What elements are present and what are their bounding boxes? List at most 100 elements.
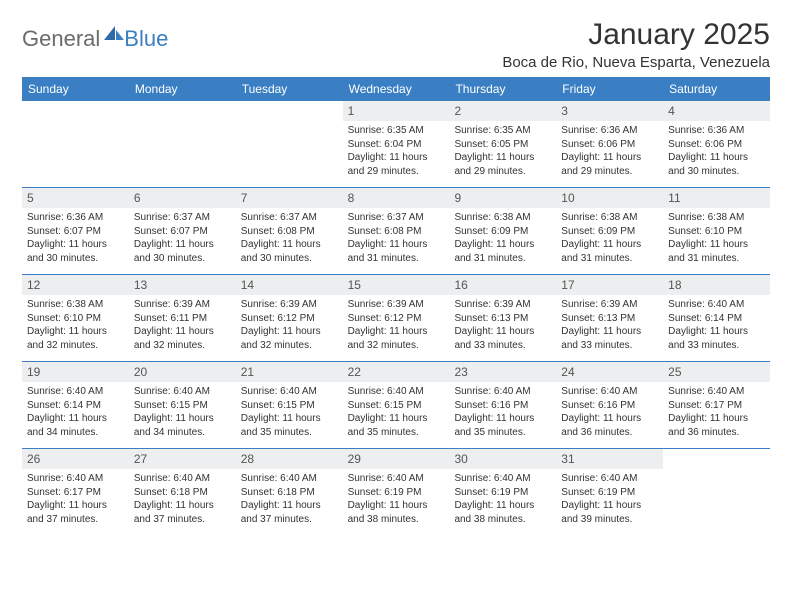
sunset-text: Sunset: 6:17 PM: [668, 399, 765, 413]
sunset-text: Sunset: 6:18 PM: [241, 486, 338, 500]
weekday-header: Thursday: [449, 77, 556, 101]
sunrise-text: Sunrise: 6:39 AM: [454, 298, 551, 312]
day-number: 1: [343, 101, 450, 121]
day-details: Sunrise: 6:39 AMSunset: 6:12 PMDaylight:…: [343, 297, 450, 356]
day-cell: 29Sunrise: 6:40 AMSunset: 6:19 PMDayligh…: [343, 449, 450, 535]
daylight-text: and 29 minutes.: [348, 165, 445, 179]
sunset-text: Sunset: 6:14 PM: [27, 399, 124, 413]
sunset-text: Sunset: 6:15 PM: [134, 399, 231, 413]
daylight-text: Daylight: 11 hours: [134, 412, 231, 426]
weekday-header: Sunday: [22, 77, 129, 101]
day-cell: 2Sunrise: 6:35 AMSunset: 6:05 PMDaylight…: [449, 101, 556, 187]
day-cell: 12Sunrise: 6:38 AMSunset: 6:10 PMDayligh…: [22, 275, 129, 361]
daylight-text: and 29 minutes.: [454, 165, 551, 179]
daylight-text: and 37 minutes.: [241, 513, 338, 527]
daylight-text: and 31 minutes.: [668, 252, 765, 266]
day-details: Sunrise: 6:40 AMSunset: 6:15 PMDaylight:…: [236, 384, 343, 443]
day-details: Sunrise: 6:40 AMSunset: 6:16 PMDaylight:…: [556, 384, 663, 443]
daylight-text: Daylight: 11 hours: [241, 412, 338, 426]
sunrise-text: Sunrise: 6:40 AM: [134, 472, 231, 486]
day-details: Sunrise: 6:40 AMSunset: 6:14 PMDaylight:…: [22, 384, 129, 443]
weekday-header: Tuesday: [236, 77, 343, 101]
day-details: Sunrise: 6:39 AMSunset: 6:12 PMDaylight:…: [236, 297, 343, 356]
calendar-grid: SundayMondayTuesdayWednesdayThursdayFrid…: [22, 77, 770, 535]
sunset-text: Sunset: 6:08 PM: [241, 225, 338, 239]
sunset-text: Sunset: 6:09 PM: [561, 225, 658, 239]
day-details: Sunrise: 6:39 AMSunset: 6:13 PMDaylight:…: [449, 297, 556, 356]
day-cell: 9Sunrise: 6:38 AMSunset: 6:09 PMDaylight…: [449, 188, 556, 274]
daylight-text: Daylight: 11 hours: [348, 151, 445, 165]
daylight-text: Daylight: 11 hours: [561, 151, 658, 165]
daylight-text: and 32 minutes.: [134, 339, 231, 353]
daylight-text: Daylight: 11 hours: [27, 499, 124, 513]
week-row: 26Sunrise: 6:40 AMSunset: 6:17 PMDayligh…: [22, 448, 770, 535]
daylight-text: Daylight: 11 hours: [241, 325, 338, 339]
day-details: Sunrise: 6:38 AMSunset: 6:10 PMDaylight:…: [22, 297, 129, 356]
day-number: 13: [129, 275, 236, 295]
day-cell: 23Sunrise: 6:40 AMSunset: 6:16 PMDayligh…: [449, 362, 556, 448]
sunrise-text: Sunrise: 6:40 AM: [561, 472, 658, 486]
sunrise-text: Sunrise: 6:36 AM: [668, 124, 765, 138]
daylight-text: and 37 minutes.: [134, 513, 231, 527]
sunset-text: Sunset: 6:06 PM: [668, 138, 765, 152]
daylight-text: and 30 minutes.: [241, 252, 338, 266]
daylight-text: Daylight: 11 hours: [668, 412, 765, 426]
daylight-text: and 39 minutes.: [561, 513, 658, 527]
sunrise-text: Sunrise: 6:38 AM: [454, 211, 551, 225]
day-details: Sunrise: 6:40 AMSunset: 6:18 PMDaylight:…: [236, 471, 343, 530]
day-cell: 31Sunrise: 6:40 AMSunset: 6:19 PMDayligh…: [556, 449, 663, 535]
sunset-text: Sunset: 6:12 PM: [241, 312, 338, 326]
day-cell: 10Sunrise: 6:38 AMSunset: 6:09 PMDayligh…: [556, 188, 663, 274]
daylight-text: and 31 minutes.: [561, 252, 658, 266]
day-number: 10: [556, 188, 663, 208]
daylight-text: Daylight: 11 hours: [241, 238, 338, 252]
day-details: Sunrise: 6:35 AMSunset: 6:04 PMDaylight:…: [343, 123, 450, 182]
weeks-container: 1Sunrise: 6:35 AMSunset: 6:04 PMDaylight…: [22, 101, 770, 535]
day-number: 19: [22, 362, 129, 382]
daylight-text: and 38 minutes.: [454, 513, 551, 527]
week-row: 19Sunrise: 6:40 AMSunset: 6:14 PMDayligh…: [22, 361, 770, 448]
day-cell: 3 Sunrise: 6:36 AMSunset: 6:06 PMDaylight…: [556, 101, 663, 187]
daylight-text: and 37 minutes.: [27, 513, 124, 527]
sunset-text: Sunset: 6:07 PM: [27, 225, 124, 239]
day-cell: 16Sunrise: 6:39 AMSunset: 6:13 PMDayligh…: [449, 275, 556, 361]
weekday-header-row: SundayMondayTuesdayWednesdayThursdayFrid…: [22, 77, 770, 101]
day-details: Sunrise: 6:40 AMSunset: 6:18 PMDaylight:…: [129, 471, 236, 530]
sunrise-text: Sunrise: 6:39 AM: [241, 298, 338, 312]
sunrise-text: Sunrise: 6:40 AM: [241, 385, 338, 399]
brand-logo: General Blue: [22, 18, 168, 53]
sunset-text: Sunset: 6:12 PM: [348, 312, 445, 326]
day-number: 12: [22, 275, 129, 295]
daylight-text: and 35 minutes.: [454, 426, 551, 440]
daylight-text: Daylight: 11 hours: [134, 238, 231, 252]
day-number: 4: [663, 101, 770, 121]
sunset-text: Sunset: 6:19 PM: [454, 486, 551, 500]
daylight-text: and 35 minutes.: [348, 426, 445, 440]
daylight-text: Daylight: 11 hours: [348, 499, 445, 513]
daylight-text: and 32 minutes.: [348, 339, 445, 353]
daylight-text: Daylight: 11 hours: [561, 499, 658, 513]
daylight-text: Daylight: 11 hours: [134, 325, 231, 339]
sunrise-text: Sunrise: 6:40 AM: [454, 472, 551, 486]
daylight-text: and 32 minutes.: [241, 339, 338, 353]
sunset-text: Sunset: 6:13 PM: [561, 312, 658, 326]
sunrise-text: Sunrise: 6:40 AM: [454, 385, 551, 399]
daylight-text: Daylight: 11 hours: [561, 412, 658, 426]
day-details: Sunrise: 6:38 AMSunset: 6:09 PMDaylight:…: [556, 210, 663, 269]
sunrise-text: Sunrise: 6:38 AM: [668, 211, 765, 225]
day-number: 17: [556, 275, 663, 295]
sunrise-text: Sunrise: 6:36 AM: [561, 124, 658, 138]
week-row: 12Sunrise: 6:38 AMSunset: 6:10 PMDayligh…: [22, 274, 770, 361]
day-number: 21: [236, 362, 343, 382]
daylight-text: Daylight: 11 hours: [348, 325, 445, 339]
sunset-text: Sunset: 6:07 PM: [134, 225, 231, 239]
day-cell: 11Sunrise: 6:38 AMSunset: 6:10 PMDayligh…: [663, 188, 770, 274]
sunset-text: Sunset: 6:06 PM: [561, 138, 658, 152]
day-number: 8: [343, 188, 450, 208]
sunrise-text: Sunrise: 6:40 AM: [241, 472, 338, 486]
sunrise-text: Sunrise: 6:40 AM: [134, 385, 231, 399]
day-cell: 6Sunrise: 6:37 AMSunset: 6:07 PMDaylight…: [129, 188, 236, 274]
daylight-text: and 31 minutes.: [454, 252, 551, 266]
day-cell: 1Sunrise: 6:35 AMSunset: 6:04 PMDaylight…: [343, 101, 450, 187]
day-number: 3: [556, 101, 663, 121]
